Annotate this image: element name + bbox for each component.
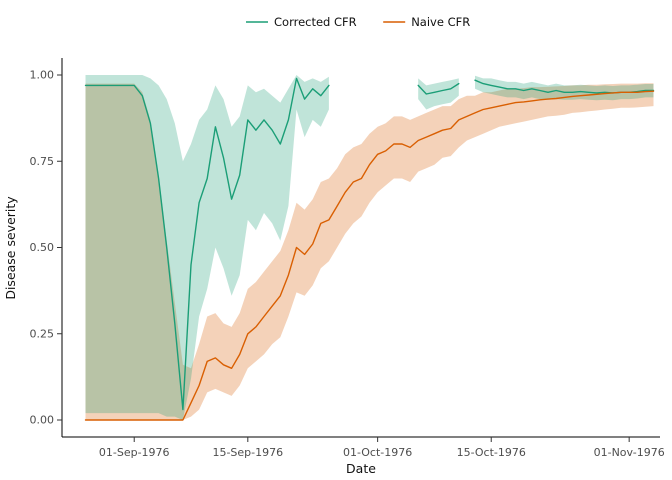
x-tick-label: 15-Oct-1976 bbox=[457, 446, 526, 459]
legend-label-corrected-cfr: Corrected CFR bbox=[274, 15, 357, 29]
legend-label-naive-cfr: Naive CFR bbox=[411, 15, 470, 29]
y-tick-label: 1.00 bbox=[30, 69, 55, 82]
x-tick-label: 01-Oct-1976 bbox=[343, 446, 412, 459]
series-lines bbox=[84, 77, 655, 421]
x-tick-label: 01-Sep-1976 bbox=[99, 446, 170, 459]
x-tick-label: 01-Nov-1976 bbox=[594, 446, 665, 459]
y-axis-title: Disease severity bbox=[3, 196, 18, 300]
y-tick-label: 0.00 bbox=[30, 414, 55, 427]
x-tick-label: 15-Sep-1976 bbox=[212, 446, 283, 459]
y-tick-label: 0.25 bbox=[30, 327, 55, 340]
line-corrected-cfr bbox=[417, 82, 460, 95]
x-axis-title: Date bbox=[346, 461, 376, 476]
ribbon-corrected-cfr bbox=[418, 78, 459, 110]
ribbon-corrected-cfr bbox=[475, 75, 654, 101]
ribbon-corrected-cfr bbox=[85, 75, 329, 420]
chart-legend: Corrected CFR Naive CFR bbox=[246, 15, 470, 29]
y-tick-label: 0.50 bbox=[30, 241, 55, 254]
y-tick-label: 0.75 bbox=[30, 155, 55, 168]
axes: 01-Sep-1976 15-Sep-1976 01-Oct-1976 15-Oct-… bbox=[30, 58, 665, 459]
ribbon-naive-cfr bbox=[85, 83, 654, 421]
confidence-ribbons bbox=[85, 75, 654, 421]
line-corrected-cfr bbox=[84, 77, 330, 411]
line-naive-cfr bbox=[84, 90, 655, 421]
